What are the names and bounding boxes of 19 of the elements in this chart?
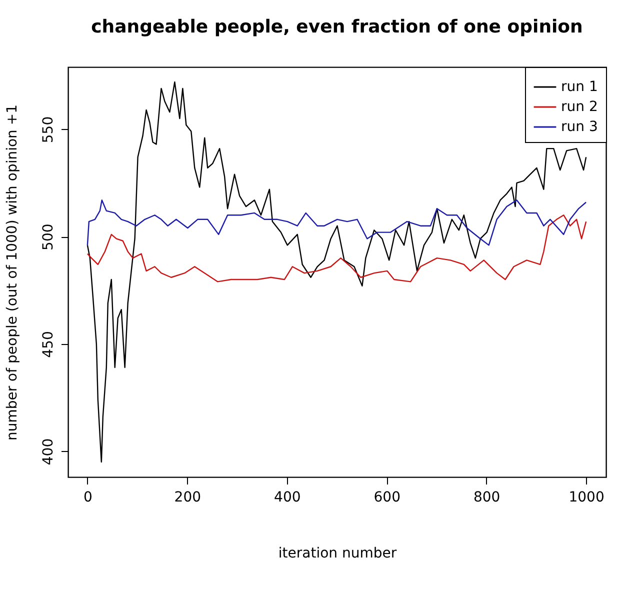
chart-title: changeable people, even fraction of one opinion <box>91 16 583 38</box>
y-tick-label: 500 <box>40 224 56 250</box>
x-tick-label: 600 <box>374 490 400 506</box>
y-axis-title: number of people (out of 1000) with opinion +1 <box>4 104 20 441</box>
x-axis-title: iteration number <box>278 546 397 562</box>
y-tick-label: 550 <box>40 116 56 144</box>
y-tick-label: 400 <box>40 438 56 466</box>
line-series <box>86 214 587 282</box>
x-tick-label: 200 <box>174 490 202 506</box>
y-tick-label: 450 <box>40 331 56 358</box>
legend-label: run 3 <box>561 119 598 135</box>
line-series <box>86 81 587 463</box>
x-tick-label: 0 <box>83 490 92 506</box>
x-tick-label: 400 <box>274 490 301 506</box>
legend-label: run 1 <box>561 79 598 95</box>
x-tick-label: 800 <box>473 490 500 506</box>
line-series <box>86 199 587 246</box>
x-tick-label: 1000 <box>568 490 604 506</box>
legend-label: run 2 <box>561 99 598 115</box>
